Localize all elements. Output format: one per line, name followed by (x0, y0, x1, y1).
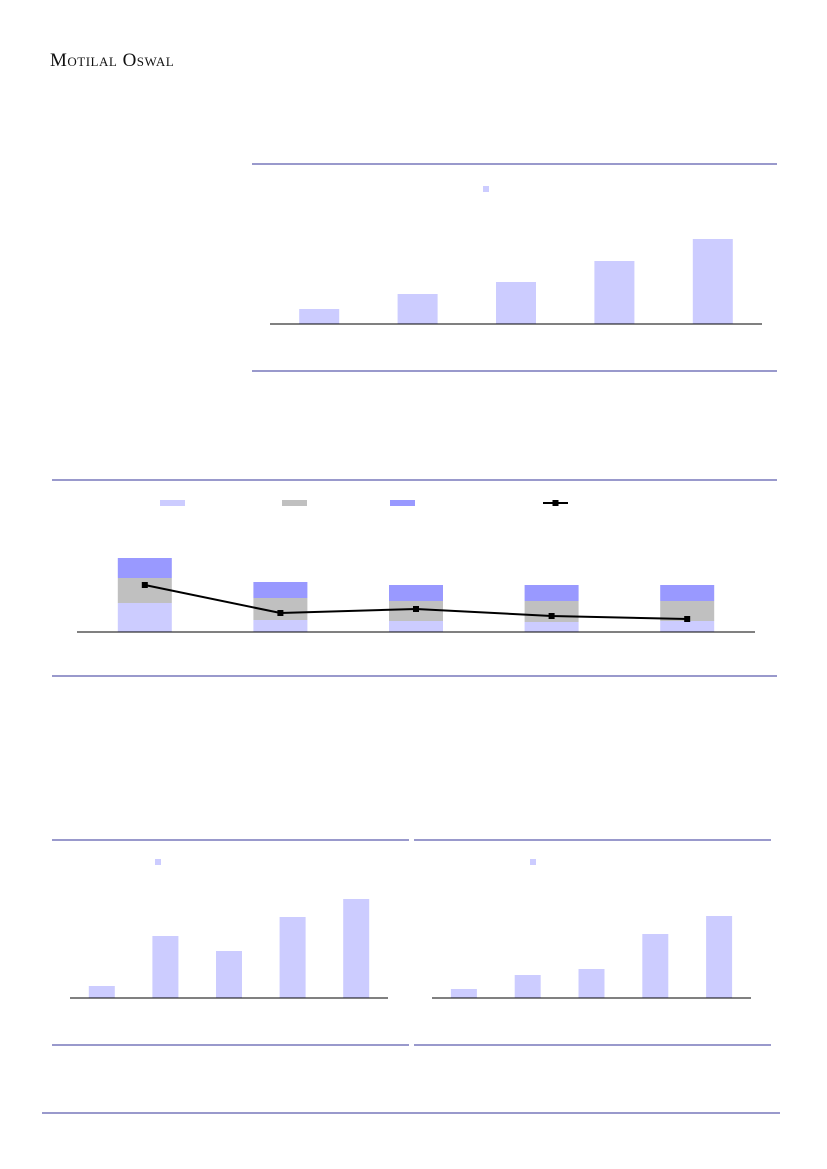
legend-swatch (282, 500, 307, 506)
bar (299, 309, 340, 324)
bar (450, 989, 477, 998)
line-marker (684, 616, 691, 622)
line-marker (413, 606, 419, 612)
bar (578, 969, 605, 998)
legend-swatch (390, 500, 415, 506)
bar (389, 621, 443, 632)
bar (216, 951, 242, 998)
legend-swatch (483, 186, 489, 192)
bar (660, 585, 715, 601)
legend-swatch (530, 859, 536, 865)
bar (253, 620, 308, 632)
line-marker (548, 613, 555, 619)
bar (117, 558, 172, 578)
bar (496, 282, 536, 324)
bar (642, 934, 669, 998)
bar (389, 585, 443, 601)
bar (253, 582, 308, 598)
bar (117, 578, 172, 603)
bar (692, 239, 733, 324)
bar (253, 598, 308, 620)
line-marker (277, 610, 284, 616)
bar (279, 917, 306, 998)
bar (514, 975, 541, 998)
legend-marker (552, 500, 559, 506)
bar (117, 603, 172, 632)
bar (706, 916, 733, 998)
bar (88, 986, 115, 998)
bar (397, 294, 438, 324)
bar (524, 622, 579, 632)
bar (594, 261, 635, 324)
bar (524, 585, 579, 601)
legend-swatch (160, 500, 185, 506)
legend-swatch (155, 859, 161, 865)
bar (343, 899, 370, 998)
bar (660, 601, 715, 621)
bar (660, 621, 715, 632)
bar (152, 936, 179, 998)
brand-title: Motilal Oswal (50, 50, 174, 71)
line-marker (141, 582, 148, 588)
